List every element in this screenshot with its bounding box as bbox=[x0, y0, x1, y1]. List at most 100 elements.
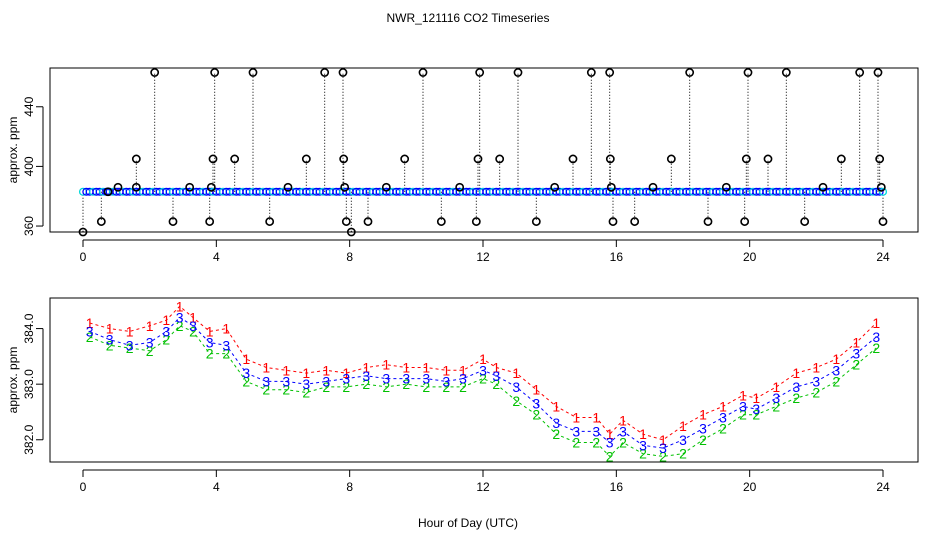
y-tick-label-383: 383.0 bbox=[22, 369, 36, 399]
spike-point-32 bbox=[475, 68, 485, 77]
series-2-marker-9: 2 bbox=[242, 373, 250, 389]
spike-point-15 bbox=[265, 217, 275, 226]
series-3-marker-23: 3 bbox=[512, 379, 520, 395]
series-1-marker-10: 1 bbox=[262, 359, 270, 375]
series-3-marker-40: 3 bbox=[832, 362, 840, 378]
x-tick-label-16: 16 bbox=[610, 480, 624, 494]
baseline-point-240 bbox=[878, 187, 888, 196]
series-1-marker-16: 1 bbox=[382, 357, 390, 373]
series-2-marker-41: 2 bbox=[852, 357, 860, 373]
spike-point-29 bbox=[455, 182, 465, 192]
spike-point-53 bbox=[781, 68, 791, 77]
series-3-marker-14: 3 bbox=[342, 371, 350, 387]
series-3-marker-12: 3 bbox=[302, 376, 310, 392]
series-1-marker-19: 1 bbox=[442, 362, 450, 378]
series-1-marker-34: 1 bbox=[719, 398, 727, 414]
spike-point-37 bbox=[568, 154, 578, 164]
spike-point-51 bbox=[743, 68, 753, 77]
series-2-marker-39: 2 bbox=[812, 385, 820, 401]
y-tick-label-400: 400 bbox=[22, 156, 36, 176]
series-2-marker-26: 2 bbox=[572, 435, 580, 451]
series-2-marker-15: 2 bbox=[362, 376, 370, 392]
series-3-marker-31: 3 bbox=[659, 440, 667, 456]
series-3-marker-30: 3 bbox=[639, 437, 647, 453]
series-2-marker-2: 2 bbox=[126, 340, 134, 356]
series-1-marker-33: 1 bbox=[699, 407, 707, 423]
series-3-marker-29: 3 bbox=[619, 423, 627, 439]
spike-point-26 bbox=[400, 154, 410, 164]
series-2-marker-40: 2 bbox=[832, 373, 840, 389]
series-1-marker-4: 1 bbox=[162, 312, 170, 328]
spike-point-13 bbox=[230, 154, 240, 164]
x-tick-label-12: 12 bbox=[476, 480, 490, 494]
x-axis-label: Hour of Day (UTC) bbox=[418, 516, 518, 530]
series-2-marker-6: 2 bbox=[189, 323, 197, 339]
series-3-marker-17: 3 bbox=[402, 371, 410, 387]
series-3-marker-24: 3 bbox=[532, 396, 540, 412]
series-2-marker-14: 2 bbox=[342, 379, 350, 395]
series-3-marker-7: 3 bbox=[206, 334, 214, 350]
series-1-marker-40: 1 bbox=[832, 351, 840, 367]
series-2-marker-8: 2 bbox=[222, 346, 230, 362]
series-1-line bbox=[89, 305, 877, 441]
series-2-marker-21: 2 bbox=[479, 371, 487, 387]
series-2-marker-30: 2 bbox=[639, 446, 647, 462]
top-x-axis: 0 4 8 12 16 20 24 bbox=[80, 239, 890, 264]
series-2-marker-20: 2 bbox=[459, 379, 467, 395]
series-1-marker-28: 1 bbox=[606, 426, 614, 442]
x-tick-label-0: 0 bbox=[80, 250, 87, 264]
series-3-marker-33: 3 bbox=[699, 421, 707, 437]
series-1-marker-42: 1 bbox=[872, 315, 880, 331]
series-3-marker-16: 3 bbox=[382, 371, 390, 387]
spike-point-30 bbox=[471, 217, 481, 226]
series-1-marker-6: 1 bbox=[189, 309, 197, 325]
series-3-marker-0: 3 bbox=[86, 323, 94, 339]
baseline-point-239 bbox=[875, 187, 884, 196]
top-spike-points bbox=[78, 68, 888, 237]
spike-point-2 bbox=[103, 187, 113, 197]
series-2-marker-29: 2 bbox=[619, 435, 627, 451]
series-1-marker-14: 1 bbox=[342, 365, 350, 381]
series-3-marker-26: 3 bbox=[572, 423, 580, 439]
series-1-marker-13: 1 bbox=[322, 362, 330, 378]
series-1-marker-7: 1 bbox=[206, 323, 214, 339]
series-1-marker-18: 1 bbox=[422, 359, 430, 375]
bottom-series-lines bbox=[89, 305, 877, 458]
series-3-marker-34: 3 bbox=[719, 410, 727, 426]
series-3-marker-2: 3 bbox=[126, 337, 134, 353]
bottom-y-axis: 382.0 383.0 384.0 bbox=[22, 313, 44, 455]
spike-point-47 bbox=[703, 217, 713, 226]
spike-point-45 bbox=[666, 154, 676, 164]
spike-point-28 bbox=[436, 217, 446, 226]
series-2-marker-16: 2 bbox=[382, 379, 390, 395]
series-1-marker-38: 1 bbox=[792, 365, 800, 381]
bottom-y-axis-label: approx. ppm bbox=[6, 347, 20, 414]
series-2-marker-37: 2 bbox=[772, 398, 780, 414]
series-3-marker-27: 3 bbox=[592, 423, 600, 439]
series-2-marker-11: 2 bbox=[282, 382, 290, 398]
series-1-marker-5: 1 bbox=[176, 298, 184, 314]
series-2-marker-25: 2 bbox=[552, 426, 560, 442]
series-1-marker-15: 1 bbox=[362, 359, 370, 375]
spike-point-25 bbox=[381, 182, 391, 192]
top-spike-lines bbox=[82, 72, 884, 232]
spike-point-20 bbox=[339, 154, 349, 164]
x-tick-label-0: 0 bbox=[80, 480, 87, 494]
series-2-marker-28: 2 bbox=[606, 448, 614, 464]
series-2-marker-5: 2 bbox=[176, 318, 184, 334]
series-2-marker-13: 2 bbox=[322, 379, 330, 395]
spike-point-55 bbox=[818, 182, 828, 192]
series-1-marker-20: 1 bbox=[459, 362, 467, 378]
spike-point-60 bbox=[876, 182, 886, 192]
series-3-marker-25: 3 bbox=[552, 415, 560, 431]
x-tick-label-12: 12 bbox=[476, 250, 490, 264]
series-1-marker-24: 1 bbox=[532, 382, 540, 398]
series-3-marker-19: 3 bbox=[442, 373, 450, 389]
series-2-marker-19: 2 bbox=[442, 379, 450, 395]
series-3-marker-13: 3 bbox=[322, 373, 330, 389]
series-2-marker-42: 2 bbox=[872, 340, 880, 356]
series-3-marker-18: 3 bbox=[422, 371, 430, 387]
series-3-marker-5: 3 bbox=[176, 309, 184, 325]
spike-point-49 bbox=[740, 217, 750, 226]
spike-point-43 bbox=[630, 217, 640, 226]
